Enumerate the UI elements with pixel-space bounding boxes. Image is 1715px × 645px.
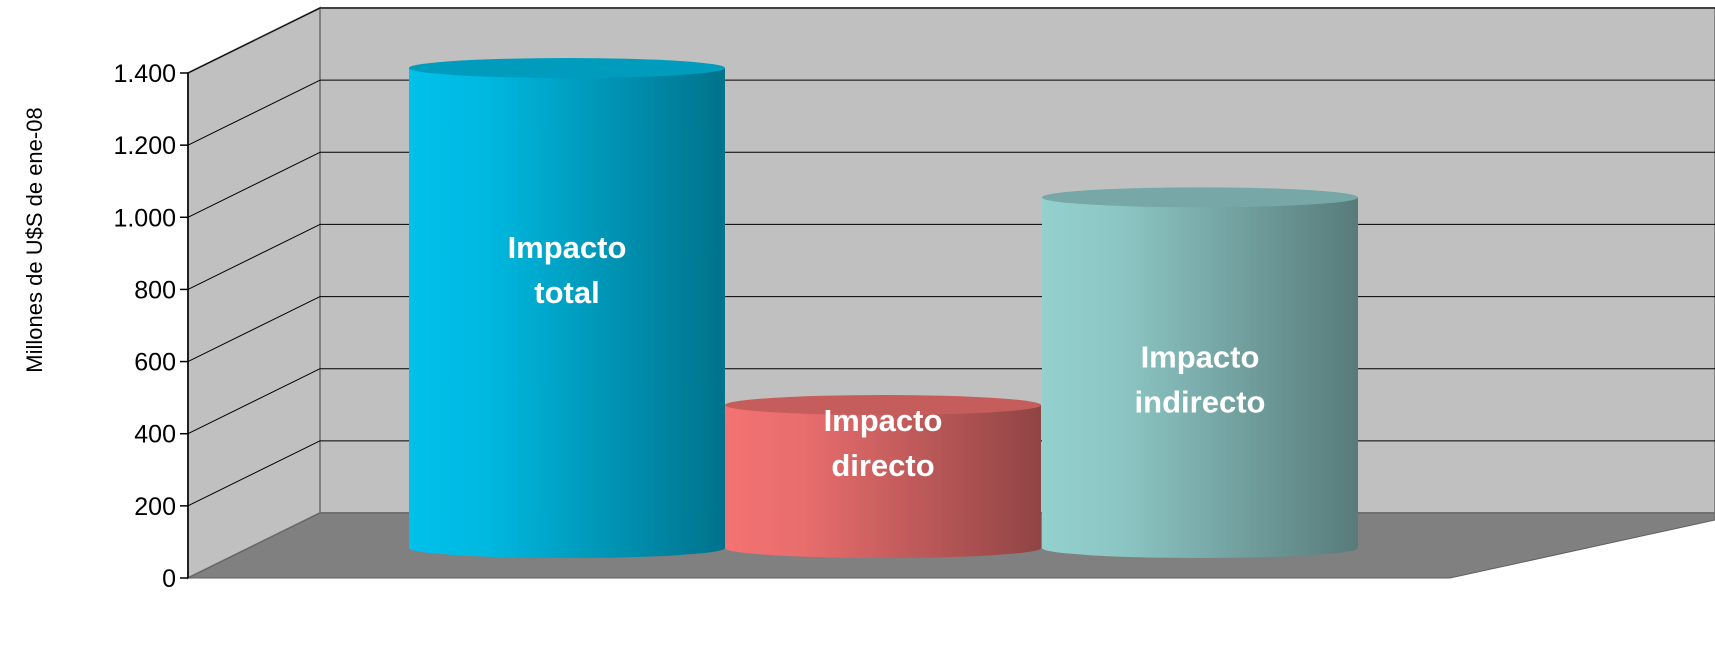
bar-label: indirecto (1135, 384, 1266, 419)
bars: Impacto total Impacto directo Impacto indirec… (409, 58, 1358, 559)
gridline-side (187, 368, 321, 435)
bar-label: directo (831, 448, 934, 483)
y-tick-label: 400 (134, 421, 176, 449)
y-tick-label: 1.400 (113, 60, 176, 88)
bar-label: Impacto (508, 230, 627, 265)
gridline-side (187, 79, 321, 146)
y-tick-label: 0 (162, 565, 176, 593)
gridline-side (187, 223, 321, 290)
gridline-side (187, 151, 321, 218)
bar-body (725, 405, 1041, 558)
y-tick-label: 200 (134, 493, 176, 521)
y-tick-label: 600 (134, 349, 176, 377)
bar-top (725, 395, 1041, 416)
bar-body (1042, 197, 1358, 559)
y-axis-title: Millones de U$S de ene-08 (22, 107, 47, 372)
chart-side-wall (187, 6, 321, 580)
bar-label: Impacto (1141, 339, 1260, 374)
y-tick-label: 1.200 (113, 132, 176, 160)
bar-label: Impacto (824, 403, 943, 438)
y-tick-label: 1.000 (113, 204, 176, 232)
bar-top (409, 58, 725, 78)
y-tick-label: 800 (134, 276, 176, 304)
bar-impacto-indirecto: Impacto indirecto (1042, 187, 1358, 559)
gridline-side (187, 440, 321, 507)
gridline-side (187, 7, 321, 74)
bar-impacto-total: Impacto total (409, 58, 725, 558)
y-axis: 0 200 400 600 800 1.000 1.200 1.400 (113, 60, 189, 593)
bar-label: total (534, 275, 599, 310)
gridline-side (187, 296, 321, 363)
bar-top (1042, 187, 1358, 208)
bar-body (409, 68, 725, 558)
bar-impacto-directo: Impacto directo (725, 395, 1041, 558)
